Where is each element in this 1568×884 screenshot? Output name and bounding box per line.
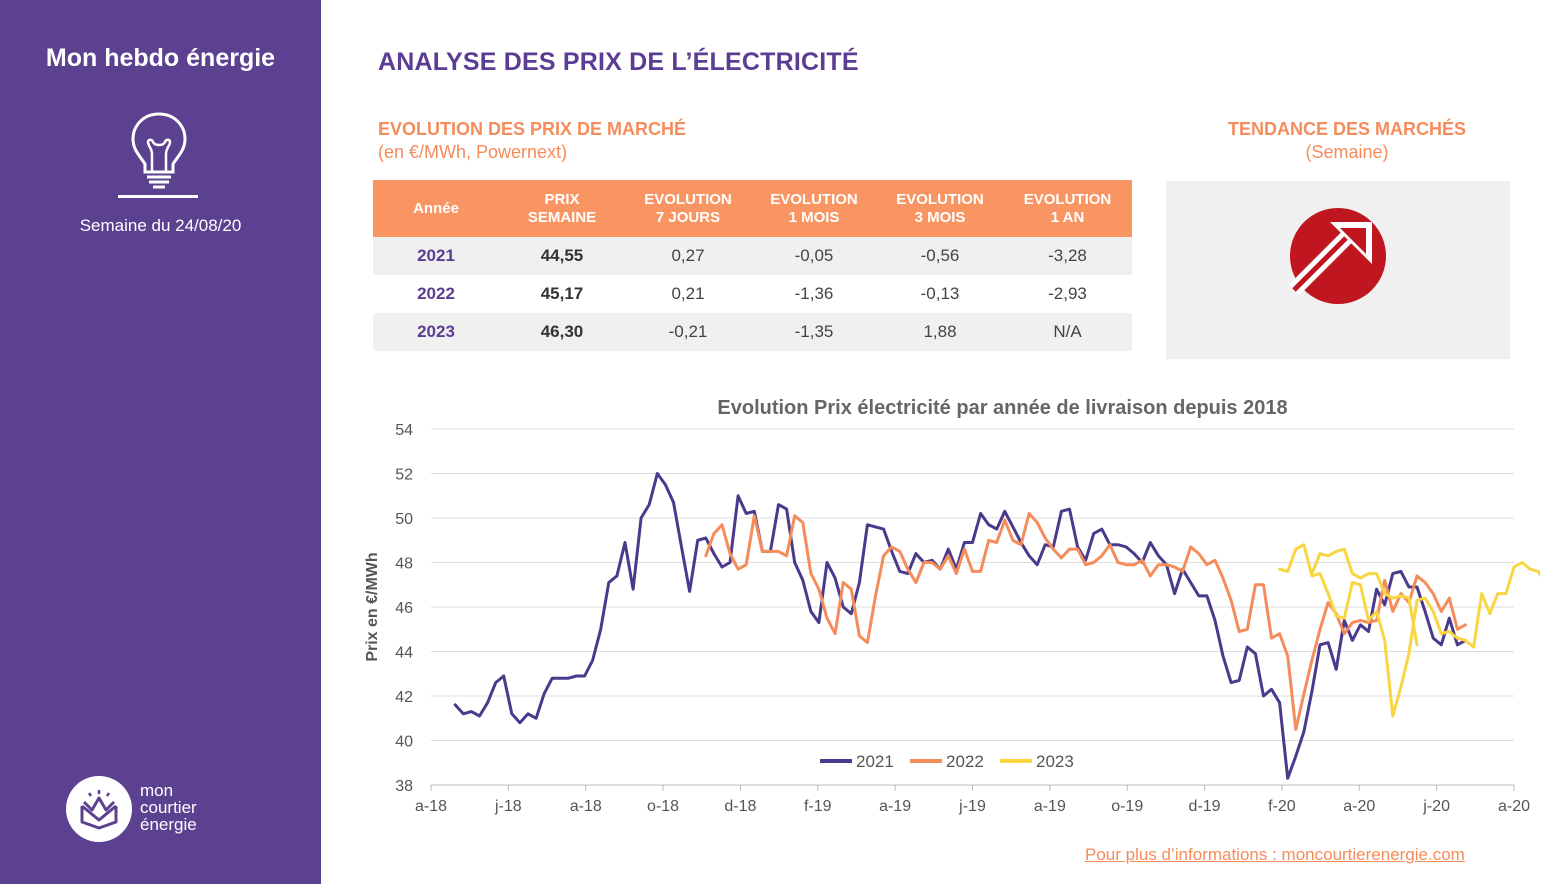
trend-panel: [1166, 181, 1510, 359]
x-tick-label: d-18: [724, 798, 756, 815]
x-tick-label: o-18: [647, 798, 679, 815]
column-header: PRIX SEMAINE: [499, 180, 625, 237]
y-tick-label: 38: [395, 778, 413, 795]
sidebar: Mon hebdo énergie Semaine du 24/08/20 mo…: [0, 0, 321, 884]
table-row: 2022 45,17 0,21 -1,36 -0,13 -2,93: [373, 275, 1132, 313]
series-line-2021: [453, 472, 1467, 780]
table-row: 2023 46,30 -0,21 -1,35 1,88 N/A: [373, 313, 1132, 351]
more-info-link[interactable]: Pour plus d’informations : moncourtieren…: [1085, 845, 1465, 864]
y-tick-label: 44: [395, 645, 413, 662]
divider: [118, 195, 198, 198]
y-tick-label: 40: [395, 734, 413, 751]
y-tick-label: 52: [395, 467, 413, 484]
table-cell: 2021: [373, 237, 499, 275]
table-cell: 0,21: [671, 284, 705, 303]
x-tick-label: a-19: [1034, 798, 1066, 815]
x-tick-label: j-19: [958, 798, 986, 815]
x-tick-label: j-18: [494, 798, 522, 815]
y-tick-label: 42: [395, 689, 413, 706]
trend-section-subtitle: (Semaine): [1305, 142, 1389, 162]
column-header: EVOLUTION 1 AN: [1003, 180, 1132, 237]
y-tick-label: 54: [395, 422, 413, 439]
y-tick-label: 48: [395, 556, 413, 573]
lightbulb-icon: [131, 112, 187, 189]
table-cell: 46,30: [499, 313, 625, 351]
table-cell: -1,35: [751, 313, 877, 351]
trend-section-title: TENDANCE DES MARCHÉS: [1227, 119, 1467, 139]
page-title: ANALYSE DES PRIX DE L’ÉLECTRICITÉ: [378, 48, 859, 76]
logo-line: mon: [140, 781, 174, 800]
table-header-row: Année PRIX SEMAINE EVOLUTION 7 JOURS EVOLU…: [373, 180, 1132, 237]
table-cell: -3,28: [1003, 237, 1132, 275]
table-row: 2021 44,55 0,27 -0,05 -0,56 -3,28: [373, 237, 1132, 275]
x-tick-label: a-20: [1498, 798, 1530, 815]
table-cell: -0,13: [920, 284, 960, 303]
x-tick-label: o-19: [1111, 798, 1143, 815]
y-tick-label: 46: [395, 600, 413, 617]
column-header: EVOLUTION 3 MOIS: [877, 180, 1003, 237]
price-evolution-chart: Evolution Prix électricité par année de …: [364, 397, 1540, 815]
y-tick-label: 50: [395, 511, 413, 528]
market-section-subtitle: (en €/MWh, Powernext): [378, 142, 568, 162]
series-line-2023: [1278, 543, 1540, 718]
table-cell: 0,27: [625, 237, 751, 275]
table-cell: 45,17: [540, 284, 584, 303]
arrow-up-right-icon: [1288, 208, 1386, 304]
logo-text: mon courtier énergie: [140, 782, 197, 833]
y-axis-label: Prix en €/MWh: [364, 552, 381, 661]
series-line-2023: [1310, 547, 1419, 647]
x-tick-label: a-20: [1343, 798, 1375, 815]
brand-title: Mon hebdo énergie: [45, 44, 276, 72]
envelope-crown-logo-icon: [66, 776, 132, 842]
week-label: Semaine du 24/08/20: [79, 216, 242, 235]
x-tick-label: a-18: [570, 798, 602, 815]
x-tick-label: f-19: [804, 798, 832, 815]
table-cell: -2,93: [1048, 284, 1087, 303]
x-tick-label: a-18: [415, 798, 447, 815]
table-cell: -0,56: [877, 237, 1003, 275]
x-tick-label: a-19: [879, 798, 911, 815]
chart-title: Evolution Prix électricité par année de …: [717, 397, 1287, 419]
table-cell: -0,05: [751, 237, 877, 275]
table-cell: 2022: [417, 284, 455, 303]
legend-label: 2023: [1036, 752, 1074, 771]
column-header: EVOLUTION 1 MOIS: [751, 180, 877, 237]
table-cell: -0,21: [625, 313, 751, 351]
table-cell: 2023: [373, 313, 499, 351]
logo-line: énergie: [140, 815, 197, 834]
market-section-title: EVOLUTION DES PRIX DE MARCHÉ: [378, 119, 687, 139]
x-tick-label: d-19: [1189, 798, 1221, 815]
table-cell: -1,36: [794, 284, 834, 303]
x-tick-label: f-20: [1268, 798, 1296, 815]
table-cell: 44,55: [499, 237, 625, 275]
column-header: Année: [373, 180, 499, 237]
series-line-2022: [704, 512, 1467, 731]
column-header: EVOLUTION 7 JOURS: [625, 180, 751, 237]
legend-label: 2021: [856, 752, 894, 771]
price-table: Année PRIX SEMAINE EVOLUTION 7 JOURS EVOLU…: [373, 180, 1132, 351]
logo-line: courtier: [140, 798, 197, 817]
table-cell: 1,88: [877, 313, 1003, 351]
x-tick-label: j-20: [1422, 798, 1450, 815]
legend-label: 2022: [946, 752, 984, 771]
table-cell: N/A: [1003, 313, 1132, 351]
